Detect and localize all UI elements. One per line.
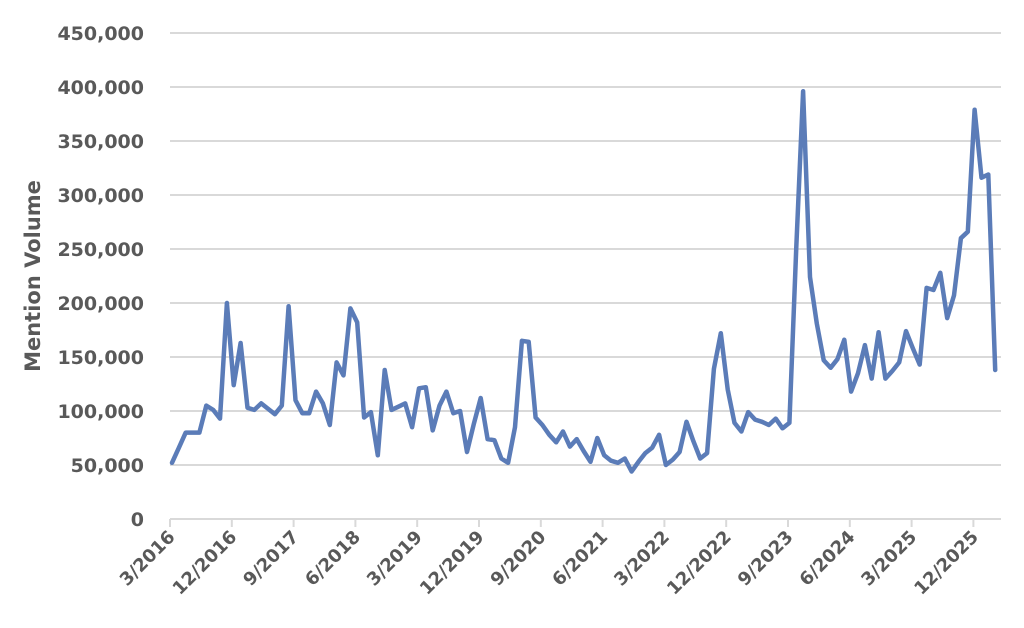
x-tick-label: 3/2019: [363, 527, 427, 591]
y-axis-ticks: 0 50,000 100,000 150,000 200,000 250,000 300,0…: [57, 23, 144, 531]
x-tick-label: 12/2019: [416, 527, 489, 600]
x-tick-label: 9/2017: [239, 527, 303, 591]
y-axis-label: Mention Volume: [21, 180, 45, 372]
y-tick-label: 200,000: [57, 293, 144, 315]
x-tick-label: 12/2016: [169, 527, 242, 600]
x-tick-label: 9/2020: [487, 527, 551, 591]
mention-volume-line: [169, 89, 998, 474]
x-tick-label: 3/2022: [610, 527, 674, 591]
y-tick-label: 350,000: [57, 131, 144, 153]
y-tick-label: 400,000: [57, 77, 144, 99]
y-tick-label: 450,000: [57, 23, 144, 45]
y-tick-label: 250,000: [57, 239, 144, 261]
x-tick-label: 12/2025: [910, 527, 983, 600]
x-tick-label: 6/2024: [796, 527, 860, 591]
x-tick-label: 6/2021: [548, 527, 612, 591]
x-axis-ticks: 3/201612/20169/20176/20183/201912/20199/…: [116, 519, 983, 599]
y-tick-label: 50,000: [71, 455, 144, 477]
x-tick-label: 3/2025: [857, 527, 921, 591]
x-tick-label: 9/2023: [734, 527, 798, 591]
x-tick-label: 3/2016: [116, 527, 180, 591]
y-tick-label: 300,000: [57, 185, 144, 207]
y-tick-label: 150,000: [57, 347, 144, 369]
y-tick-label: 0: [131, 509, 144, 531]
x-tick-label: 6/2018: [301, 527, 365, 591]
x-tick-label: 12/2022: [663, 527, 736, 600]
y-tick-label: 100,000: [57, 401, 144, 423]
